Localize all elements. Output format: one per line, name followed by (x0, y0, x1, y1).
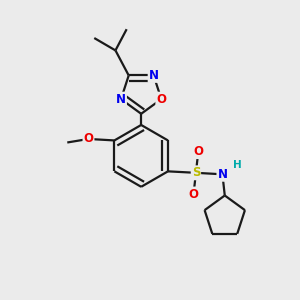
Text: O: O (189, 188, 199, 200)
Text: S: S (192, 166, 200, 179)
Text: O: O (156, 93, 166, 106)
Text: H: H (233, 160, 242, 170)
Text: N: N (116, 93, 126, 106)
Text: N: N (218, 168, 227, 181)
Text: O: O (193, 145, 203, 158)
Text: N: N (148, 69, 159, 82)
Text: O: O (83, 133, 94, 146)
